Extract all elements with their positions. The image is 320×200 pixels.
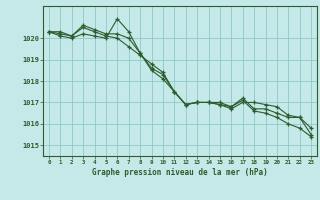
X-axis label: Graphe pression niveau de la mer (hPa): Graphe pression niveau de la mer (hPa) [92,168,268,177]
